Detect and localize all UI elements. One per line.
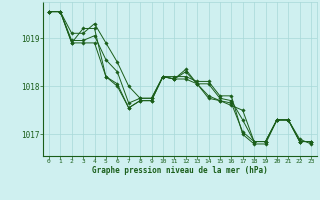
X-axis label: Graphe pression niveau de la mer (hPa): Graphe pression niveau de la mer (hPa) [92,166,268,175]
